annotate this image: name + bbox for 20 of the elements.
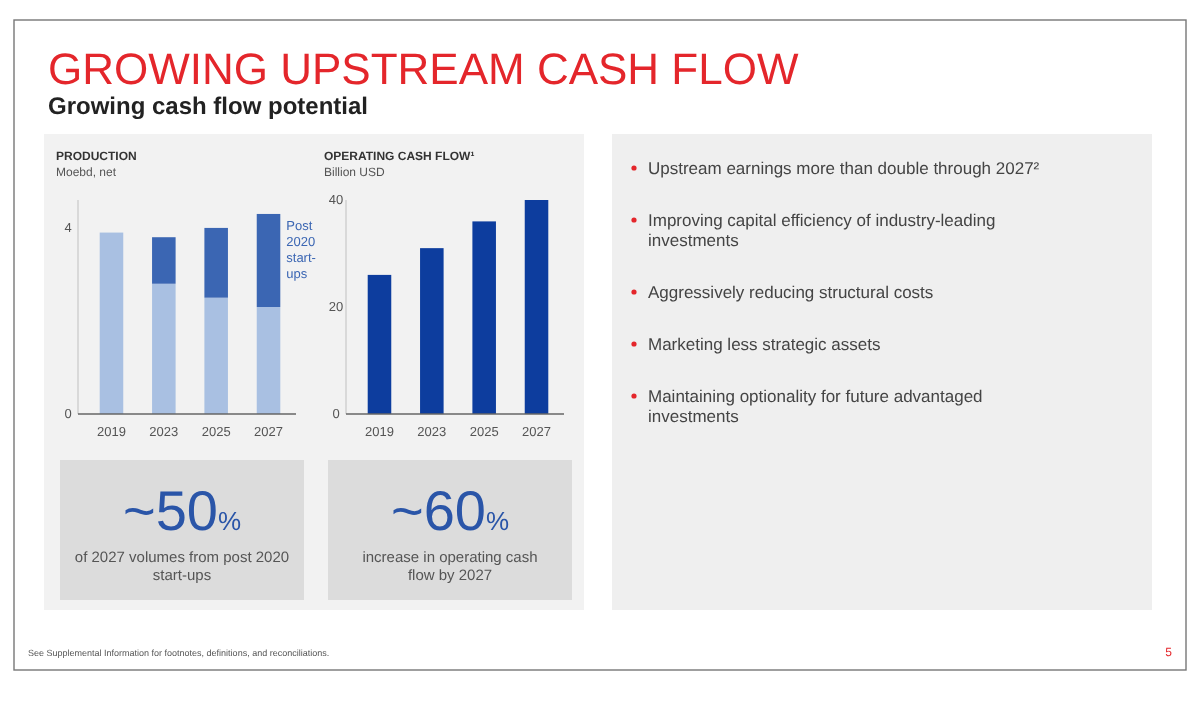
bar	[420, 248, 444, 414]
text: Improving capital efficiency of industry-leading investments	[648, 210, 996, 250]
text: Marketing less strategic assets	[648, 334, 881, 354]
text: Upstream earnings more than double through 2027²	[648, 158, 1040, 178]
bar	[256, 307, 281, 414]
bar	[367, 274, 392, 414]
bar	[472, 221, 496, 414]
text: ~60%	[390, 480, 510, 542]
bar	[204, 227, 228, 298]
text: Maintaining optionality for future advantaged investments	[648, 386, 984, 426]
bar	[204, 297, 228, 414]
bar	[256, 213, 281, 307]
text: GROWING UPSTREAM CASH FLOW	[48, 44, 799, 94]
text: Growing cash flow potential	[48, 92, 369, 120]
bar	[152, 283, 176, 414]
text: ~50%	[122, 480, 242, 542]
bar	[524, 200, 549, 414]
bar	[99, 232, 124, 414]
text: Aggressively reducing structural costs	[648, 282, 934, 302]
bar	[152, 237, 176, 284]
